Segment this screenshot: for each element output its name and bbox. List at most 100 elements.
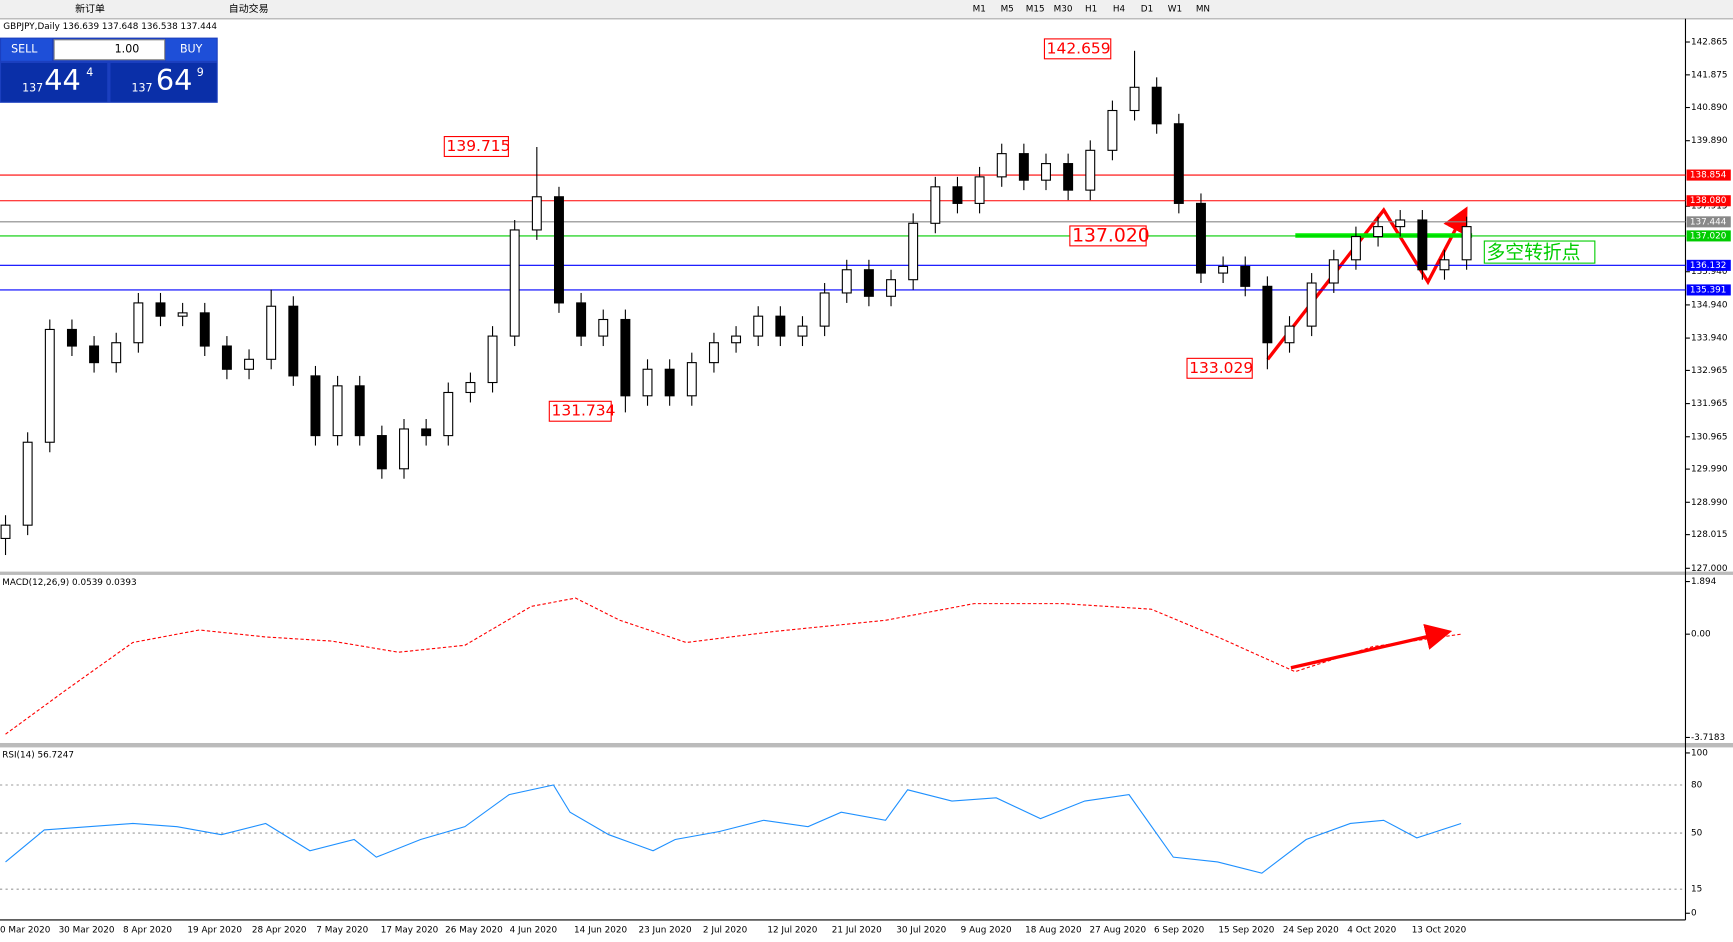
candle-body	[44, 328, 55, 443]
y-tick-label: 129.990	[1691, 465, 1728, 475]
toolbar	[0, 0, 1733, 19]
level-tag	[1686, 169, 1731, 181]
price-annotation: 133.029	[1189, 359, 1253, 377]
turning-note: 多空转折点	[1487, 242, 1581, 264]
candle-body	[1439, 259, 1450, 271]
candle-body	[974, 176, 985, 204]
timeframe-button[interactable]: H4	[1113, 4, 1126, 14]
x-tick-label: 7 May 2020	[316, 925, 368, 935]
candle-body	[155, 302, 166, 317]
note-box	[1483, 240, 1596, 264]
y-tick-label: 141.875	[1691, 70, 1728, 80]
candle-body	[908, 222, 919, 281]
rsi-title: RSI(14) 56.7247	[2, 751, 74, 761]
candle-body	[376, 435, 387, 470]
price-annotation-box	[1186, 357, 1253, 379]
y-tick-label: 139.890	[1691, 136, 1728, 146]
candle-body	[1284, 325, 1295, 344]
candle-body	[731, 335, 742, 344]
candle-body	[930, 186, 941, 224]
panel-divider	[0, 742, 1733, 748]
candle-body	[775, 315, 786, 337]
candle-body	[133, 302, 144, 344]
candle-body	[487, 335, 498, 384]
timeframe-button[interactable]: M1	[973, 4, 986, 14]
symbol-header: GBPJPY,Daily 136.639 137.648 136.538 137…	[3, 22, 217, 32]
candle-body	[1063, 163, 1074, 191]
macd-signal	[5, 597, 1462, 735]
buy-label[interactable]: BUY	[180, 43, 203, 56]
candle-body	[1018, 153, 1029, 181]
sell-button[interactable]	[1, 38, 52, 61]
timeframe-button[interactable]: M15	[1026, 4, 1045, 14]
candle-body	[1085, 149, 1096, 191]
ask-box[interactable]	[110, 63, 217, 102]
bid-box[interactable]	[1, 63, 108, 102]
candle-body	[531, 196, 542, 231]
toolbar-item[interactable]: 自动交易	[229, 2, 269, 15]
level-tag	[1686, 230, 1731, 242]
bid-big: 137	[22, 81, 43, 94]
bid-pips: 44	[44, 63, 81, 97]
ask-pips: 64	[156, 63, 193, 97]
candle-body	[1129, 86, 1140, 112]
x-tick-label: 2 Jul 2020	[703, 925, 748, 935]
y-tick-label: 50	[1691, 829, 1703, 839]
level-tag	[1686, 284, 1731, 296]
toolbar-item[interactable]: 新订单	[75, 2, 105, 15]
level-tag	[1686, 259, 1731, 271]
candle-body	[1306, 282, 1317, 327]
y-tick-label: 142.865	[1691, 38, 1728, 48]
lots-field[interactable]	[53, 39, 166, 61]
rsi-line	[5, 784, 1462, 874]
candle-body	[465, 381, 476, 394]
candle-body	[66, 328, 77, 347]
candle-body	[1107, 109, 1118, 151]
candle-body	[221, 345, 232, 370]
x-tick-label: 26 May 2020	[445, 925, 503, 935]
timeframe-button[interactable]: MN	[1196, 4, 1210, 14]
x-tick-label: 8 Apr 2020	[123, 925, 172, 935]
sell-label[interactable]: SELL	[11, 43, 38, 56]
candle-body	[244, 358, 255, 370]
buy-button[interactable]	[165, 38, 217, 61]
y-tick-label: 133.940	[1691, 334, 1728, 344]
y-tick-label: 128.990	[1691, 498, 1728, 508]
x-tick-label: 18 Aug 2020	[1025, 925, 1082, 935]
lots-value[interactable]: 1.00	[115, 43, 140, 56]
x-tick-label: 23 Jun 2020	[638, 925, 691, 935]
timeframe-button[interactable]: M30	[1054, 4, 1073, 14]
x-tick-label: 6 Sep 2020	[1154, 925, 1205, 935]
candle-body	[576, 302, 587, 337]
x-tick-label: 17 May 2020	[381, 925, 439, 935]
price-annotation: 137.020	[1072, 225, 1150, 246]
candle-body	[89, 345, 100, 364]
timeframe-button[interactable]: M5	[1001, 4, 1014, 14]
timeframe-button[interactable]: W1	[1168, 4, 1182, 14]
candle-body	[1195, 202, 1206, 274]
bid-fraction: 4	[86, 66, 93, 79]
x-tick-label: 14 Jun 2020	[574, 925, 627, 935]
x-tick-label: 9 Aug 2020	[961, 925, 1012, 935]
x-tick-label: 4 Oct 2020	[1347, 925, 1396, 935]
y-tick-label: 128.015	[1691, 530, 1728, 540]
y-tick-label: 0.00	[1691, 630, 1711, 640]
y-tick-label: 132.965	[1691, 366, 1728, 376]
price-annotation-box	[1043, 38, 1112, 60]
level-label: 138.854	[1690, 171, 1727, 181]
candle-body	[553, 196, 564, 304]
candle-body	[1151, 86, 1162, 125]
timeframe-button[interactable]: H1	[1085, 4, 1097, 14]
candle-body	[1218, 265, 1229, 274]
panel-divider	[0, 571, 1733, 575]
level-label: 138.080	[1690, 196, 1727, 206]
candle-body	[886, 279, 897, 297]
candle-body	[1461, 226, 1472, 261]
x-tick-label: 4 Jun 2020	[510, 925, 558, 935]
x-tick-label: 15 Sep 2020	[1218, 925, 1274, 935]
x-tick-label: 30 Mar 2020	[59, 925, 115, 935]
candle-body	[177, 312, 188, 317]
y-tick-label: 130.965	[1691, 432, 1728, 442]
candle-body	[642, 368, 653, 397]
timeframe-button[interactable]: D1	[1141, 4, 1153, 14]
